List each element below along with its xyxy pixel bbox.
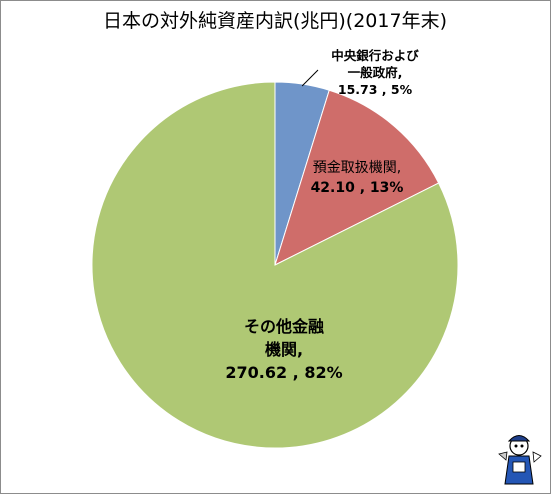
data-label-1-line-2: 一般政府, [348, 65, 403, 80]
mascot-icon [498, 435, 542, 485]
leader-line [301, 69, 319, 87]
data-label-3-line-2: 機関, [265, 340, 303, 359]
chart-title: 日本の対外純資産内訳(兆円)(2017年末) [103, 10, 447, 32]
data-label-2: 預金取扱機関, 42.10 , 13% [311, 160, 404, 196]
pie-labels: 中央銀行および一般政府, 15.73 , 5% 預金取扱機関, 42.10 , 13%… [225, 48, 419, 382]
data-label-3-line-3: 270.62 , 82% [225, 363, 342, 382]
data-label-3-line-1: その他金融 [244, 317, 324, 336]
pie-slice-2 [274, 89, 440, 266]
data-label-2-line-1: 預金取扱機関, [313, 160, 401, 176]
data-label-1: 中央銀行および一般政府, 15.73 , 5% [331, 48, 419, 97]
pie-slices [91, 81, 459, 449]
data-label-1-line-3: 15.73 , 5% [338, 82, 413, 97]
pie-slice-3 [91, 81, 459, 449]
data-label-2-line-2: 42.10 , 13% [311, 180, 404, 196]
data-label-1-line-1: 中央銀行および [331, 48, 419, 63]
data-label-3: その他金融機関, 270.62 , 82% [225, 317, 342, 382]
